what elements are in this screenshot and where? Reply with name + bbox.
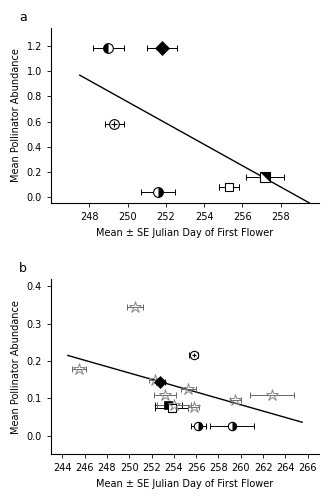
Text: b: b (19, 262, 27, 276)
Y-axis label: Mean Pollinator Abundance: Mean Pollinator Abundance (11, 300, 21, 434)
X-axis label: Mean ± SE Julian Day of First Flower: Mean ± SE Julian Day of First Flower (96, 479, 274, 489)
Y-axis label: Mean Pollinator Abundance: Mean Pollinator Abundance (11, 48, 21, 182)
Text: a: a (19, 11, 27, 24)
X-axis label: Mean ± SE Julian Day of First Flower: Mean ± SE Julian Day of First Flower (96, 228, 274, 237)
